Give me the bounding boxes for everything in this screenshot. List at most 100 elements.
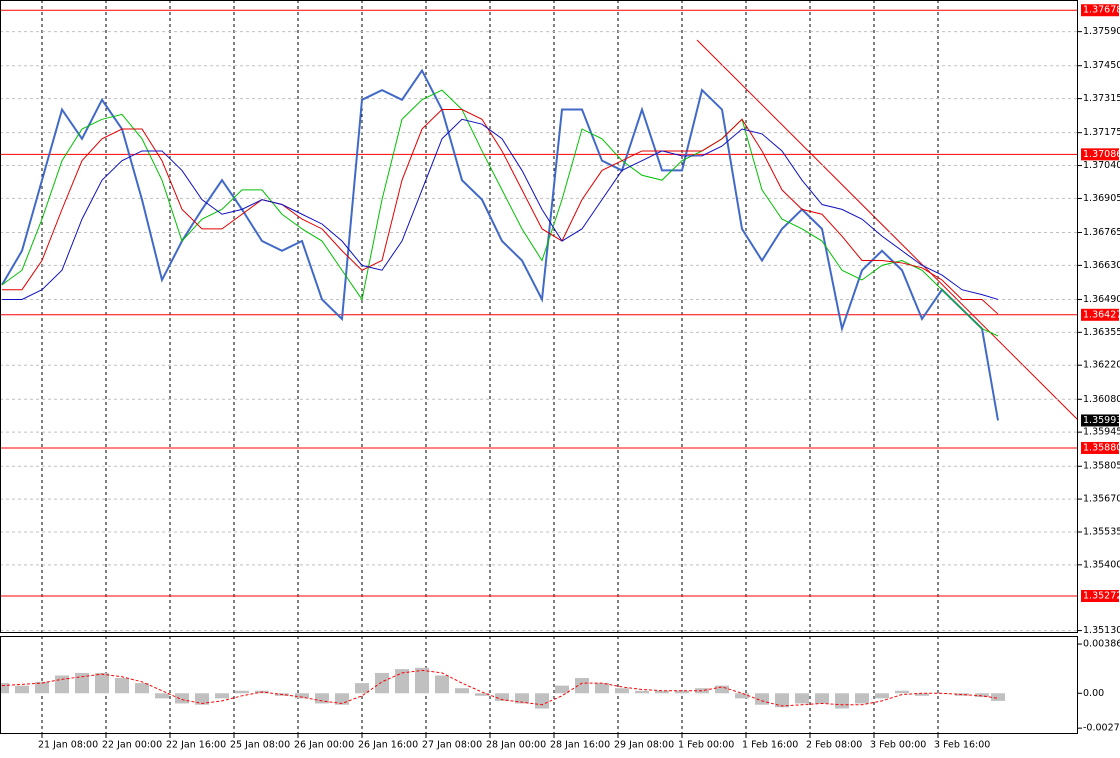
x-tick-label: 26 Jan 16:00	[358, 740, 418, 751]
histogram-bar	[735, 693, 749, 699]
y-tick-label: 1.36355	[1083, 327, 1120, 338]
histogram-bar	[991, 693, 1005, 701]
y-tick-label: 0.00	[1083, 688, 1104, 699]
level-label: 1.35272	[1083, 590, 1120, 601]
histogram-bar	[415, 667, 429, 694]
histogram-bar	[515, 693, 529, 704]
level-label-box	[1081, 589, 1119, 602]
histogram-bar	[0, 683, 9, 694]
y-tick-label: 1.36630	[1083, 260, 1120, 271]
histogram-bar	[455, 688, 469, 694]
histogram-bar	[675, 690, 689, 694]
level-label: 1.37678	[1083, 5, 1120, 16]
histogram-bar	[755, 693, 769, 705]
histogram-bar	[555, 685, 569, 694]
level-label: 1.37086	[1083, 149, 1120, 160]
pane-frame	[0, 636, 1078, 734]
level-label-box	[1081, 148, 1119, 161]
x-tick-label: 22 Jan 16:00	[166, 740, 226, 751]
current-price-label: 1.35993	[1083, 415, 1120, 426]
histogram-bar	[495, 693, 509, 701]
histogram-bar	[155, 693, 169, 699]
histogram-bar	[715, 685, 729, 694]
y-tick-label: 1.35400	[1083, 559, 1120, 570]
histogram-bar	[815, 693, 829, 704]
histogram-bar	[355, 683, 369, 694]
histogram-bar	[315, 693, 329, 704]
level-label-box	[1081, 4, 1119, 17]
y-tick-label: 1.35535	[1083, 526, 1120, 537]
x-tick-label: 28 Jan 16:00	[550, 740, 610, 751]
histogram-bar	[775, 693, 789, 708]
histogram-bar	[535, 693, 549, 709]
x-tick-label: 21 Jan 08:00	[38, 740, 98, 751]
moving-average	[2, 109, 999, 315]
y-tick-label: 1.35130	[1083, 625, 1120, 636]
histogram-bar	[615, 688, 629, 694]
histogram-bar	[75, 672, 89, 694]
x-tick-label: 22 Jan 00:00	[102, 740, 162, 751]
moving-average	[2, 118, 999, 300]
y-tick-label: 1.36905	[1083, 193, 1120, 204]
y-tick-label: 1.36220	[1083, 360, 1120, 371]
signal-line	[1, 669, 999, 707]
y-tick-label: 1.37040	[1083, 160, 1120, 171]
y-tick-label: 1.35670	[1083, 494, 1120, 505]
trend-line	[696, 39, 1079, 421]
histogram-bar	[395, 669, 409, 694]
y-tick-label: 0.003868	[1083, 639, 1120, 650]
x-tick-label: 28 Jan 00:00	[486, 740, 546, 751]
x-tick-label: 1 Feb 00:00	[678, 740, 734, 751]
histogram-bar	[575, 678, 589, 694]
level-label: 1.36427	[1083, 309, 1120, 320]
x-tick-label: 1 Feb 16:00	[742, 740, 798, 751]
histogram-bar	[595, 683, 609, 694]
histogram-bar	[295, 693, 309, 699]
histogram-bar	[855, 693, 869, 704]
y-tick-label: 1.37315	[1083, 93, 1120, 104]
histogram-bar	[55, 675, 69, 694]
y-tick-label: -0.00274	[1083, 723, 1120, 734]
histogram-bar	[15, 685, 29, 694]
histogram-bar	[335, 693, 349, 705]
current-price-box	[1081, 414, 1119, 427]
histogram-bar	[655, 690, 669, 694]
x-tick-label: 25 Jan 08:00	[230, 740, 290, 751]
histogram-bar	[375, 672, 389, 694]
y-tick-label: 1.35945	[1083, 427, 1120, 438]
histogram-bar	[115, 678, 129, 694]
y-tick-label: 1.36490	[1083, 294, 1120, 305]
x-tick-label: 26 Jan 00:00	[294, 740, 354, 751]
y-tick-label: 1.37450	[1083, 60, 1120, 71]
x-tick-label: 3 Feb 00:00	[870, 740, 926, 751]
x-tick-label: 27 Jan 08:00	[422, 740, 482, 751]
x-tick-label: 3 Feb 16:00	[934, 740, 990, 751]
histogram-bar	[235, 690, 249, 694]
histogram-bar	[95, 672, 109, 694]
histogram-bar	[215, 693, 229, 699]
y-tick-label: 1.37590	[1083, 26, 1120, 37]
histogram-bar	[175, 693, 189, 704]
histogram-bar	[475, 693, 489, 696]
histogram-bar	[895, 690, 909, 694]
level-label-box	[1081, 308, 1119, 321]
y-tick-label: 1.36080	[1083, 394, 1120, 405]
y-tick-label: 1.36765	[1083, 227, 1120, 238]
pane-frame	[0, 0, 1078, 633]
x-tick-label: 2 Feb 08:00	[806, 740, 862, 751]
histogram-bar	[135, 683, 149, 694]
histogram-bar	[915, 693, 929, 696]
level-label-box	[1081, 441, 1119, 454]
y-tick-label: 1.35805	[1083, 461, 1120, 472]
histogram-bar	[875, 693, 889, 699]
histogram-bar	[635, 690, 649, 694]
level-label: 1.35880	[1083, 442, 1120, 453]
histogram-bar	[795, 693, 809, 704]
histogram-bar	[35, 681, 49, 694]
histogram-bar	[975, 693, 989, 698]
y-tick-label: 1.37175	[1083, 127, 1120, 138]
histogram-bar	[835, 693, 849, 709]
histogram-bar	[435, 675, 449, 694]
